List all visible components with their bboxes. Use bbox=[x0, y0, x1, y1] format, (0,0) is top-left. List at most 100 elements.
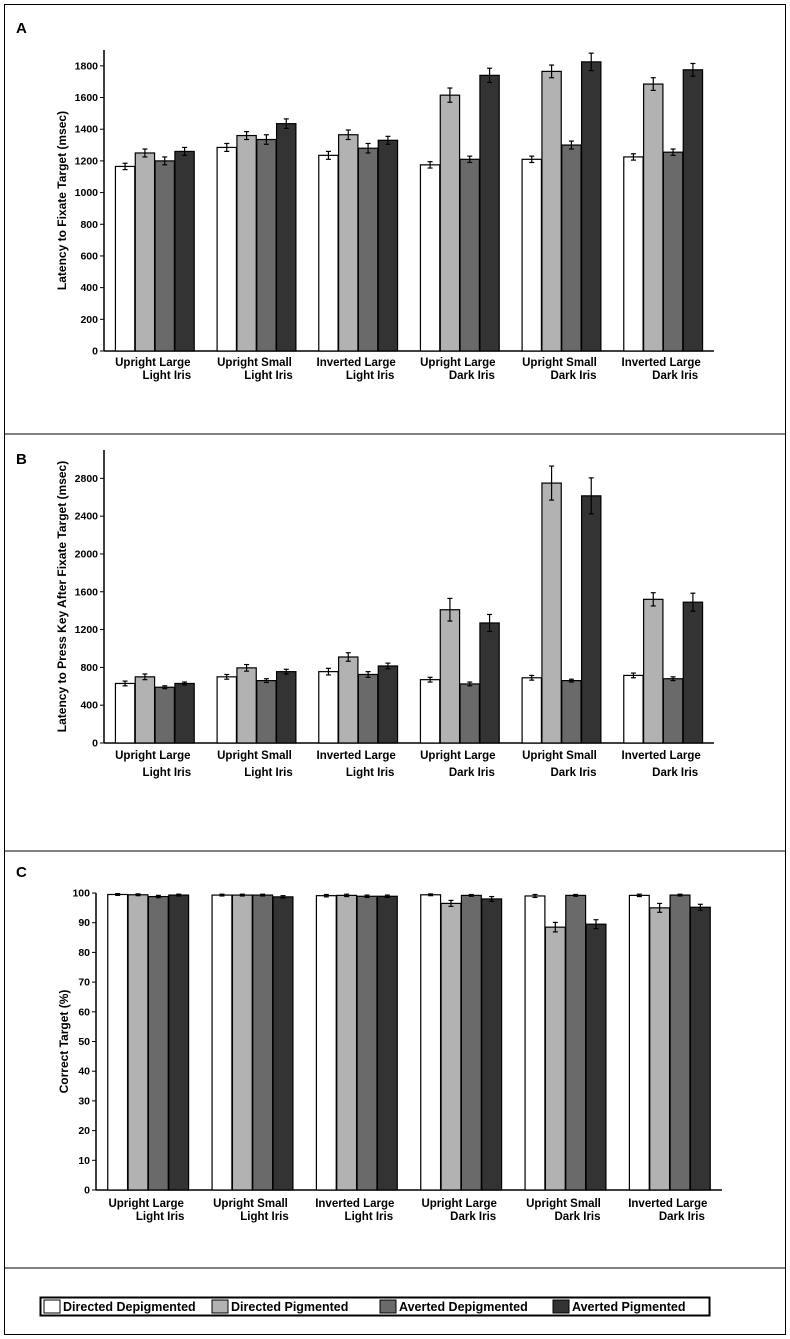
bar bbox=[256, 138, 277, 352]
category-label-line2: Dark Iris bbox=[550, 370, 596, 382]
bar bbox=[524, 895, 546, 1191]
y-tick-label: 1000 bbox=[75, 187, 99, 199]
category-label-line1: Upright Small bbox=[522, 750, 597, 762]
legend-label: Directed Pigmented bbox=[231, 1300, 348, 1314]
category-label-line2: Dark Iris bbox=[550, 767, 596, 779]
bar bbox=[544, 926, 566, 1191]
y-tick-label: 800 bbox=[80, 219, 98, 231]
category-label-line1: Upright Large bbox=[115, 750, 190, 762]
bar bbox=[521, 677, 543, 744]
bar bbox=[649, 907, 671, 1191]
bar bbox=[236, 667, 257, 744]
bar bbox=[565, 894, 587, 1191]
y-tick-label: 10 bbox=[78, 1155, 90, 1167]
bar bbox=[256, 680, 277, 744]
category-label-line2: Dark Iris bbox=[652, 767, 698, 779]
bar bbox=[216, 146, 238, 352]
bar bbox=[682, 601, 704, 744]
bar bbox=[154, 160, 176, 352]
y-axis-title: Latency to Fixate Target (msec) bbox=[55, 111, 69, 290]
legend-label: Directed Depigmented bbox=[63, 1300, 196, 1314]
category-label-line1: Upright Large bbox=[115, 357, 190, 369]
y-tick-label: 600 bbox=[80, 250, 98, 262]
category-label-line1: Upright Small bbox=[526, 1198, 601, 1210]
bar bbox=[440, 902, 462, 1191]
bar bbox=[216, 676, 238, 744]
bar bbox=[459, 158, 481, 352]
category-label-line2: Light Iris bbox=[345, 1211, 394, 1223]
legend: Directed Depigmented Directed Pigmented Av… bbox=[39, 1296, 711, 1317]
bar bbox=[272, 896, 294, 1191]
category-label-line1: Upright Large bbox=[420, 357, 495, 369]
bar bbox=[585, 923, 607, 1191]
category-label-line2: Dark Iris bbox=[652, 370, 698, 382]
y-tick-label: 2400 bbox=[75, 511, 99, 523]
bar bbox=[580, 61, 602, 352]
category-label-line2: Light Iris bbox=[244, 370, 293, 382]
category-label-line1: Upright Small bbox=[217, 750, 292, 762]
bar bbox=[107, 893, 129, 1191]
bar bbox=[460, 894, 482, 1191]
category-label-line2: Light Iris bbox=[143, 767, 192, 779]
bar bbox=[318, 671, 339, 744]
bar bbox=[315, 895, 337, 1191]
bar bbox=[439, 94, 461, 352]
category-label-line2: Light Iris bbox=[143, 370, 192, 382]
bar bbox=[561, 680, 582, 744]
bar bbox=[479, 622, 500, 744]
bar bbox=[628, 894, 650, 1191]
bar bbox=[275, 123, 297, 352]
category-label-line1: Inverted Large bbox=[317, 357, 396, 369]
bar bbox=[134, 676, 156, 744]
y-tick-label: 0 bbox=[92, 738, 98, 750]
y-tick-label: 1200 bbox=[75, 624, 99, 636]
bar bbox=[336, 894, 358, 1191]
category-label-line1: Inverted Large bbox=[622, 750, 701, 762]
bar bbox=[642, 83, 664, 352]
category-label-line1: Inverted Large bbox=[622, 357, 701, 369]
bar bbox=[231, 894, 253, 1191]
bar bbox=[134, 152, 156, 352]
y-tick-label: 1200 bbox=[75, 155, 99, 167]
bar bbox=[236, 134, 257, 352]
bar bbox=[174, 150, 195, 352]
bar bbox=[419, 164, 441, 352]
bar bbox=[481, 898, 503, 1191]
bar bbox=[561, 144, 582, 352]
bar bbox=[623, 156, 644, 352]
y-tick-label: 400 bbox=[80, 700, 98, 712]
y-tick-label: 80 bbox=[78, 947, 90, 959]
category-label-line2: Light Iris bbox=[346, 767, 395, 779]
panel-a: A Latency to Fixate Target (msec) 0 200 400 6… bbox=[16, 20, 714, 382]
bar bbox=[376, 895, 398, 1191]
category-label-line1: Inverted Large bbox=[315, 1198, 394, 1210]
y-tick-label: 0 bbox=[84, 1185, 90, 1197]
category-label-line1: Upright Large bbox=[420, 750, 495, 762]
y-tick-label: 1400 bbox=[75, 124, 99, 136]
panel-c: C Correct Target (%) 0 10 20 30 40 50 60 70 80 90 10… bbox=[16, 864, 722, 1223]
bar bbox=[114, 165, 136, 352]
category-label-line1: Upright Large bbox=[108, 1198, 183, 1210]
category-label-line2: Light Iris bbox=[244, 767, 293, 779]
category-label-line1: Upright Small bbox=[522, 357, 597, 369]
bar bbox=[356, 895, 378, 1191]
legend-box bbox=[39, 1296, 711, 1317]
bar bbox=[420, 894, 442, 1191]
category-label-line2: Light Iris bbox=[136, 1211, 185, 1223]
bar bbox=[357, 147, 379, 352]
category-label-line2: Dark Iris bbox=[449, 370, 495, 382]
bar bbox=[377, 665, 399, 744]
category-label-line2: Dark Iris bbox=[450, 1211, 496, 1223]
bar bbox=[541, 70, 562, 352]
panel-letter-b: B bbox=[16, 451, 27, 468]
legend-label: Averted Depigmented bbox=[399, 1300, 528, 1314]
bar bbox=[459, 683, 481, 744]
y-axis-title: Correct Target (%) bbox=[57, 990, 71, 1094]
bar bbox=[689, 906, 711, 1191]
category-label-line2: Dark Iris bbox=[554, 1211, 600, 1223]
y-tick-label: 1600 bbox=[75, 92, 99, 104]
bar bbox=[337, 656, 359, 744]
bar bbox=[252, 894, 274, 1191]
